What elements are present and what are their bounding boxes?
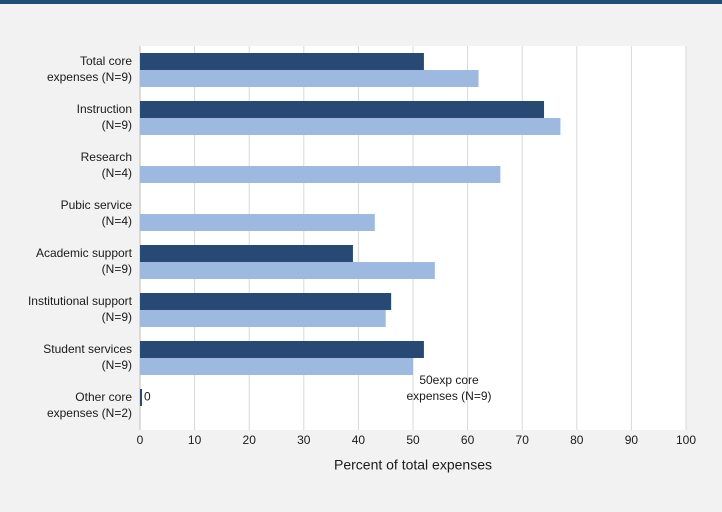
data-label: 0 xyxy=(144,390,151,404)
bar xyxy=(140,358,413,375)
y-tick-label: (N=9) xyxy=(102,358,132,372)
y-tick-label: Total core xyxy=(80,54,132,68)
y-tick-label: Other core xyxy=(75,390,132,404)
y-tick-label: expenses (N=2) xyxy=(47,406,132,420)
top-stripe xyxy=(0,0,722,4)
x-tick-label: 90 xyxy=(625,433,639,447)
bar xyxy=(140,293,392,310)
x-tick-label: 20 xyxy=(243,433,257,447)
x-tick-label: 50 xyxy=(406,433,420,447)
bar xyxy=(140,341,424,358)
bar xyxy=(140,70,479,87)
bar xyxy=(140,53,424,70)
bar xyxy=(140,389,142,406)
y-tick-label: Academic support xyxy=(36,246,133,260)
y-tick-label: Pubic service xyxy=(61,198,133,212)
bar xyxy=(140,166,501,183)
y-tick-label: Student services xyxy=(43,342,132,356)
x-tick-label: 40 xyxy=(352,433,366,447)
bar xyxy=(140,118,561,135)
y-tick-label: (N=9) xyxy=(102,310,132,324)
bar xyxy=(140,214,375,231)
x-axis-label: Percent of total expenses xyxy=(334,457,492,473)
y-tick-label: Instruction xyxy=(77,102,132,116)
x-tick-label: 100 xyxy=(676,433,696,447)
x-tick-label: 80 xyxy=(570,433,584,447)
x-tick-label: 70 xyxy=(516,433,530,447)
y-tick-label: Research xyxy=(81,150,132,164)
x-tick-label: 10 xyxy=(188,433,202,447)
x-tick-label: 0 xyxy=(137,433,144,447)
bar xyxy=(140,262,435,279)
bar xyxy=(140,101,545,118)
x-tick-label: 60 xyxy=(461,433,475,447)
y-tick-label: (N=4) xyxy=(102,166,132,180)
bar xyxy=(140,310,386,327)
annotation: 50exp core xyxy=(419,373,479,387)
bar xyxy=(140,245,353,262)
y-tick-label: (N=4) xyxy=(102,214,132,228)
x-tick-label: 30 xyxy=(297,433,311,447)
annotation: expenses (N=9) xyxy=(406,389,491,403)
y-tick-label: Institutional support xyxy=(28,294,133,308)
y-tick-label: (N=9) xyxy=(102,118,132,132)
y-tick-label: expenses (N=9) xyxy=(47,70,132,84)
y-tick-label: (N=9) xyxy=(102,262,132,276)
